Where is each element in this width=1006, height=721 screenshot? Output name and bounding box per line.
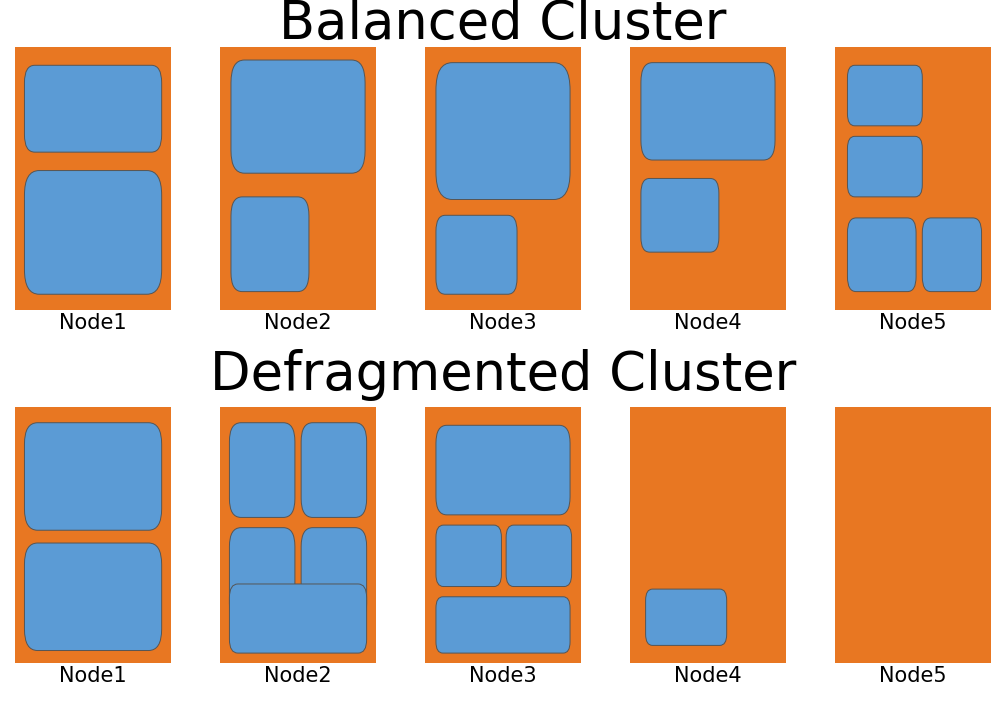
Text: Node5: Node5: [879, 313, 947, 333]
Text: Node4: Node4: [674, 666, 741, 686]
FancyBboxPatch shape: [231, 197, 309, 291]
FancyBboxPatch shape: [646, 589, 726, 645]
FancyBboxPatch shape: [229, 528, 295, 622]
FancyBboxPatch shape: [24, 171, 162, 294]
Text: Node3: Node3: [469, 666, 537, 686]
FancyBboxPatch shape: [24, 423, 162, 530]
FancyBboxPatch shape: [847, 66, 923, 125]
FancyBboxPatch shape: [229, 423, 295, 518]
Text: Node3: Node3: [469, 313, 537, 333]
FancyBboxPatch shape: [436, 597, 570, 653]
FancyBboxPatch shape: [436, 425, 570, 515]
FancyBboxPatch shape: [641, 63, 775, 160]
FancyBboxPatch shape: [847, 218, 916, 291]
Text: Node1: Node1: [59, 666, 127, 686]
Text: Node5: Node5: [879, 666, 947, 686]
FancyBboxPatch shape: [301, 528, 366, 622]
FancyBboxPatch shape: [641, 178, 719, 252]
Text: Node2: Node2: [265, 313, 332, 333]
FancyBboxPatch shape: [229, 584, 366, 653]
FancyBboxPatch shape: [231, 60, 365, 173]
FancyBboxPatch shape: [24, 66, 162, 152]
Text: Defragmented Cluster: Defragmented Cluster: [210, 349, 796, 401]
FancyBboxPatch shape: [436, 63, 570, 200]
FancyBboxPatch shape: [506, 525, 571, 587]
FancyBboxPatch shape: [436, 525, 501, 587]
FancyBboxPatch shape: [24, 543, 162, 650]
FancyBboxPatch shape: [301, 423, 366, 518]
Text: Node4: Node4: [674, 313, 741, 333]
FancyBboxPatch shape: [436, 216, 517, 294]
Text: Balanced Cluster: Balanced Cluster: [280, 0, 726, 50]
Text: Node1: Node1: [59, 313, 127, 333]
FancyBboxPatch shape: [923, 218, 982, 291]
Text: Node2: Node2: [265, 666, 332, 686]
FancyBboxPatch shape: [847, 136, 923, 197]
